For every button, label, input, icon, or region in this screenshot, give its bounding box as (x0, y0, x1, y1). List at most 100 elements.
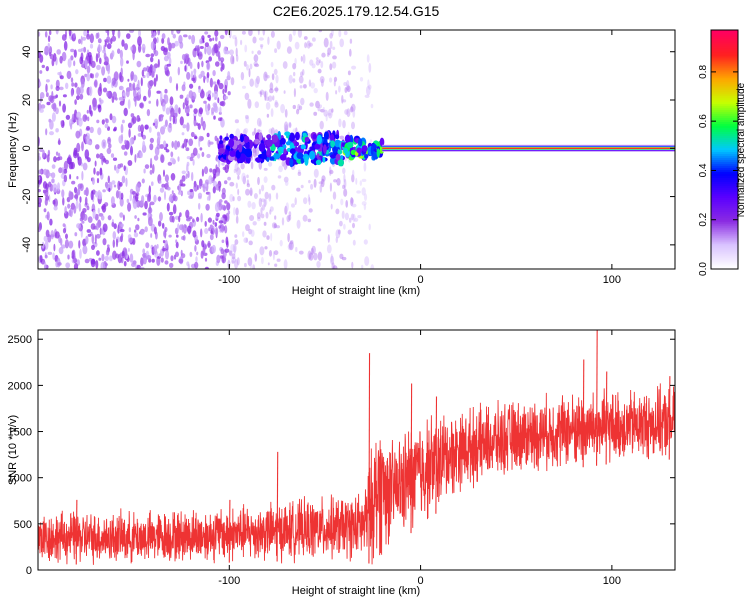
spectrogram-cell (65, 82, 69, 90)
colorbar-step (711, 103, 738, 107)
spectrogram-cell (91, 177, 95, 185)
spectrogram-cell (57, 262, 62, 266)
spectrogram-cell (204, 266, 210, 269)
spectrogram-cell (141, 131, 144, 138)
spectrogram-cell (268, 161, 273, 167)
spectrogram-cell (47, 234, 52, 243)
spectrogram-cell (97, 38, 102, 44)
spectrogram-cell (81, 141, 84, 152)
spectrogram-cell (119, 49, 123, 60)
spectrogram-cell (194, 245, 197, 252)
spectrogram-cell (218, 40, 221, 49)
spectrogram-cell (199, 38, 203, 45)
spectrogram-cell (262, 30, 266, 36)
spectrogram-cell (160, 257, 164, 263)
spectrogram-cell (338, 30, 342, 38)
spectrogram-cell (329, 40, 333, 50)
spectrogram-cell (163, 169, 165, 177)
spectrogram-cell (130, 145, 133, 156)
spectrogram-cell (257, 50, 262, 55)
spectrogram-cell (269, 209, 272, 215)
signal-cell (235, 149, 241, 159)
spectrogram-cell (342, 184, 346, 190)
spectrogram-cell (86, 33, 91, 40)
spectrogram-cell (124, 43, 128, 51)
spectrogram-cell (131, 44, 137, 55)
spectrogram-cell (107, 175, 111, 184)
spectrogram-cell (252, 264, 256, 269)
spectrogram-cell (244, 262, 247, 268)
colorbar-step (711, 47, 738, 51)
spectrogram-cell (70, 55, 74, 61)
spectrogram-cell (288, 122, 292, 128)
spectrogram-cell (114, 164, 117, 171)
x-tick-label: -100 (218, 274, 240, 286)
spectrogram-cell (47, 35, 51, 43)
spectrogram-cell (91, 73, 94, 79)
colorbar-step (711, 75, 738, 79)
spectrogram-cell (308, 208, 313, 213)
spectrogram-cell (363, 203, 367, 211)
spectrogram-cell (128, 237, 133, 244)
spectrogram-cell (230, 244, 235, 252)
spectrogram-cell (68, 240, 74, 249)
spectrogram-cell (270, 108, 274, 118)
spectrogram-cell (128, 227, 132, 233)
spectrogram-cell (73, 263, 79, 269)
spectrogram-cell (217, 97, 220, 104)
spectrogram-cell (245, 188, 250, 196)
spectrogram-cell (96, 250, 100, 256)
colorbar-step (711, 73, 738, 77)
spectrogram-cell (139, 266, 145, 269)
spectrogram-cell (271, 184, 276, 191)
spectrogram-cell (84, 59, 88, 69)
colorbar-step (711, 153, 738, 156)
spectrogram-cell (348, 217, 352, 223)
spectrogram-cell (288, 74, 293, 84)
spectrogram-cell (219, 199, 223, 203)
spectrogram-cell (78, 117, 83, 127)
spectrogram-cell (189, 251, 193, 258)
signal-cell (229, 150, 236, 157)
spectrogram-cell (108, 143, 112, 149)
colorbar-step (711, 157, 738, 160)
spectrogram-cell (313, 111, 318, 116)
spectrogram-cell (350, 197, 354, 207)
spectrogram-cell (306, 40, 311, 49)
spectrogram-cell (137, 183, 142, 187)
spectrogram-cell (101, 253, 105, 262)
spectrogram-cell (212, 81, 217, 85)
spectrogram-cell (320, 108, 325, 113)
spectrogram-cell (156, 98, 159, 107)
spectrogram-cell (198, 74, 203, 79)
colorbar-step (711, 91, 738, 95)
spectrogram-cell (208, 227, 211, 232)
spectrogram-cell (351, 65, 357, 70)
spectrogram-cell (235, 215, 239, 224)
colorbar-step (711, 139, 738, 143)
spectrogram-cell (281, 160, 285, 167)
spectrogram-cell (307, 133, 311, 137)
spectrogram-cell (351, 174, 355, 183)
spectrogram-cell (42, 181, 48, 189)
spectrogram-cell (291, 203, 295, 208)
spectrogram-cell (157, 58, 160, 68)
spectrogram-cell (284, 108, 288, 118)
spectrogram-cell (106, 43, 112, 50)
spectrogram-cell (187, 190, 191, 196)
colorbar-step (711, 71, 738, 75)
spectrogram-cell (129, 137, 133, 147)
spectrogram-cell (80, 35, 83, 45)
spectrogram-cell (161, 37, 165, 44)
spectrogram-cell (44, 254, 48, 259)
colorbar-step (711, 209, 738, 212)
colorbar-step (711, 265, 738, 268)
spectrogram-cell (319, 76, 325, 84)
spectrogram-cell (205, 109, 210, 116)
colorbar-label: Normalized spectral amplitude (736, 82, 747, 217)
spectrogram-cell (102, 223, 108, 232)
spectrogram-cell (293, 88, 296, 98)
colorbar-step (711, 89, 738, 93)
spectrogram-cell (333, 179, 338, 183)
